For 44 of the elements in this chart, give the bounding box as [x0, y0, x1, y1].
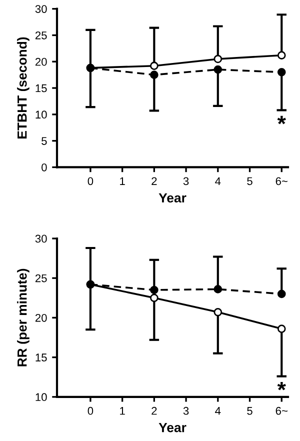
x-tick-label: 4: [215, 407, 221, 415]
point: [214, 65, 222, 74]
point: [150, 294, 158, 302]
annotation: *: [277, 116, 286, 124]
x-axis-title: Year: [158, 423, 186, 432]
x-tick-label: 5: [247, 407, 252, 415]
point: [277, 68, 286, 76]
point: [214, 285, 222, 294]
annotation: *: [277, 382, 286, 390]
point: [150, 70, 158, 79]
point: [214, 54, 222, 64]
x-tick-label: 2: [152, 406, 157, 415]
x-tick-label: 6~: [276, 177, 288, 186]
y-tick-label: 30: [35, 234, 47, 243]
y-axis-title: ETBHT (second): [17, 37, 30, 138]
point: [150, 62, 158, 70]
x-tick-label: 1: [120, 407, 125, 415]
x-tick-label: 4: [215, 177, 221, 185]
x-tick-label: 6~: [276, 406, 288, 415]
point: [277, 51, 286, 60]
x-axis-title: Year: [158, 193, 186, 203]
y-tick-label: 15: [36, 84, 47, 92]
y-tick-label: 15: [36, 354, 47, 362]
y-tick-label: 0: [42, 163, 47, 172]
point: [214, 308, 222, 316]
x-tick-label: 3: [183, 406, 189, 415]
x-tick-label: 0: [88, 177, 94, 186]
y-tick-label: 20: [35, 58, 47, 66]
y-tick-label: 30: [35, 5, 47, 13]
y-tick-label: 10: [36, 110, 47, 119]
x-tick-label: 0: [88, 406, 94, 415]
x-tick-label: 2: [152, 177, 157, 185]
y-tick-label: 25: [35, 31, 47, 40]
x-tick-label: 5: [247, 177, 252, 186]
x-tick-label: 3: [183, 177, 189, 186]
x-tick-label: 1: [120, 177, 125, 185]
point: [150, 286, 158, 294]
y-tick-label: 10: [36, 393, 47, 402]
y-tick-label: 5: [42, 137, 47, 145]
point: [277, 324, 286, 333]
y-tick-label: 20: [35, 314, 47, 322]
y-tick-label: 25: [35, 274, 47, 282]
y-axis-title: RR (per minute): [17, 268, 30, 366]
point: [277, 290, 286, 298]
